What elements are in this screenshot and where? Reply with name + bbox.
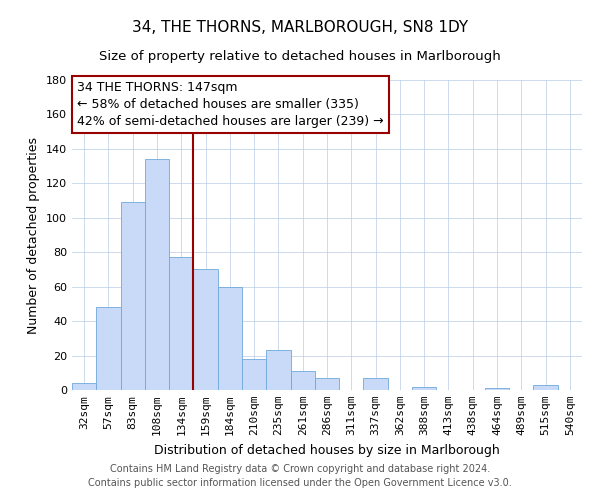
- X-axis label: Distribution of detached houses by size in Marlborough: Distribution of detached houses by size …: [154, 444, 500, 456]
- Text: Contains HM Land Registry data © Crown copyright and database right 2024.
Contai: Contains HM Land Registry data © Crown c…: [88, 464, 512, 487]
- Bar: [121, 202, 145, 390]
- Bar: [218, 286, 242, 390]
- Text: 34, THE THORNS, MARLBOROUGH, SN8 1DY: 34, THE THORNS, MARLBOROUGH, SN8 1DY: [132, 20, 468, 35]
- Text: Size of property relative to detached houses in Marlborough: Size of property relative to detached ho…: [99, 50, 501, 63]
- Bar: [266, 350, 290, 390]
- Bar: [96, 308, 121, 390]
- Bar: [169, 258, 193, 390]
- Text: 34 THE THORNS: 147sqm
← 58% of detached houses are smaller (335)
42% of semi-det: 34 THE THORNS: 147sqm ← 58% of detached …: [77, 80, 384, 128]
- Bar: [412, 386, 436, 390]
- Y-axis label: Number of detached properties: Number of detached properties: [28, 136, 40, 334]
- Bar: [364, 378, 388, 390]
- Bar: [485, 388, 509, 390]
- Bar: [145, 159, 169, 390]
- Bar: [193, 270, 218, 390]
- Bar: [533, 385, 558, 390]
- Bar: [242, 359, 266, 390]
- Bar: [315, 378, 339, 390]
- Bar: [72, 383, 96, 390]
- Bar: [290, 371, 315, 390]
